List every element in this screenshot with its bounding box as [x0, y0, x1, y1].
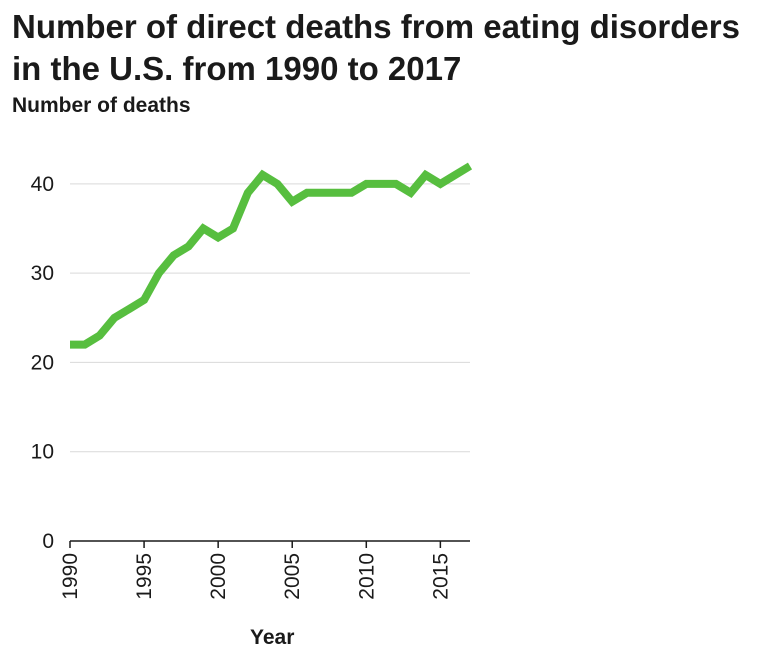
x-tick-label-2010: 2010 [355, 553, 378, 600]
x-tick-label-2005: 2005 [281, 553, 304, 600]
gridlines [70, 183, 470, 453]
y-tick-labels: 0 10 20 30 40 [31, 173, 54, 553]
y-tick-label-20: 20 [31, 351, 54, 374]
series-line-group [70, 162, 473, 349]
y-tick-label-30: 30 [31, 262, 54, 285]
x-tick-label-1995: 1995 [133, 553, 156, 600]
x-tick-label-2000: 2000 [207, 553, 230, 600]
x-tick-label-1990: 1990 [59, 553, 82, 600]
y-axis-label: Number of deaths [12, 94, 191, 117]
series-line [70, 162, 473, 349]
y-tick-label-10: 10 [31, 441, 54, 464]
y-tick-label-40: 40 [31, 173, 54, 196]
y-tick-label-0: 0 [42, 530, 54, 553]
chart-title: Number of direct deaths from eating diso… [12, 8, 740, 87]
x-tick-label-2015: 2015 [429, 553, 452, 600]
x-axis: 1990 1995 2000 2005 2010 2015 [59, 540, 470, 600]
x-axis-label: Year [250, 626, 295, 649]
